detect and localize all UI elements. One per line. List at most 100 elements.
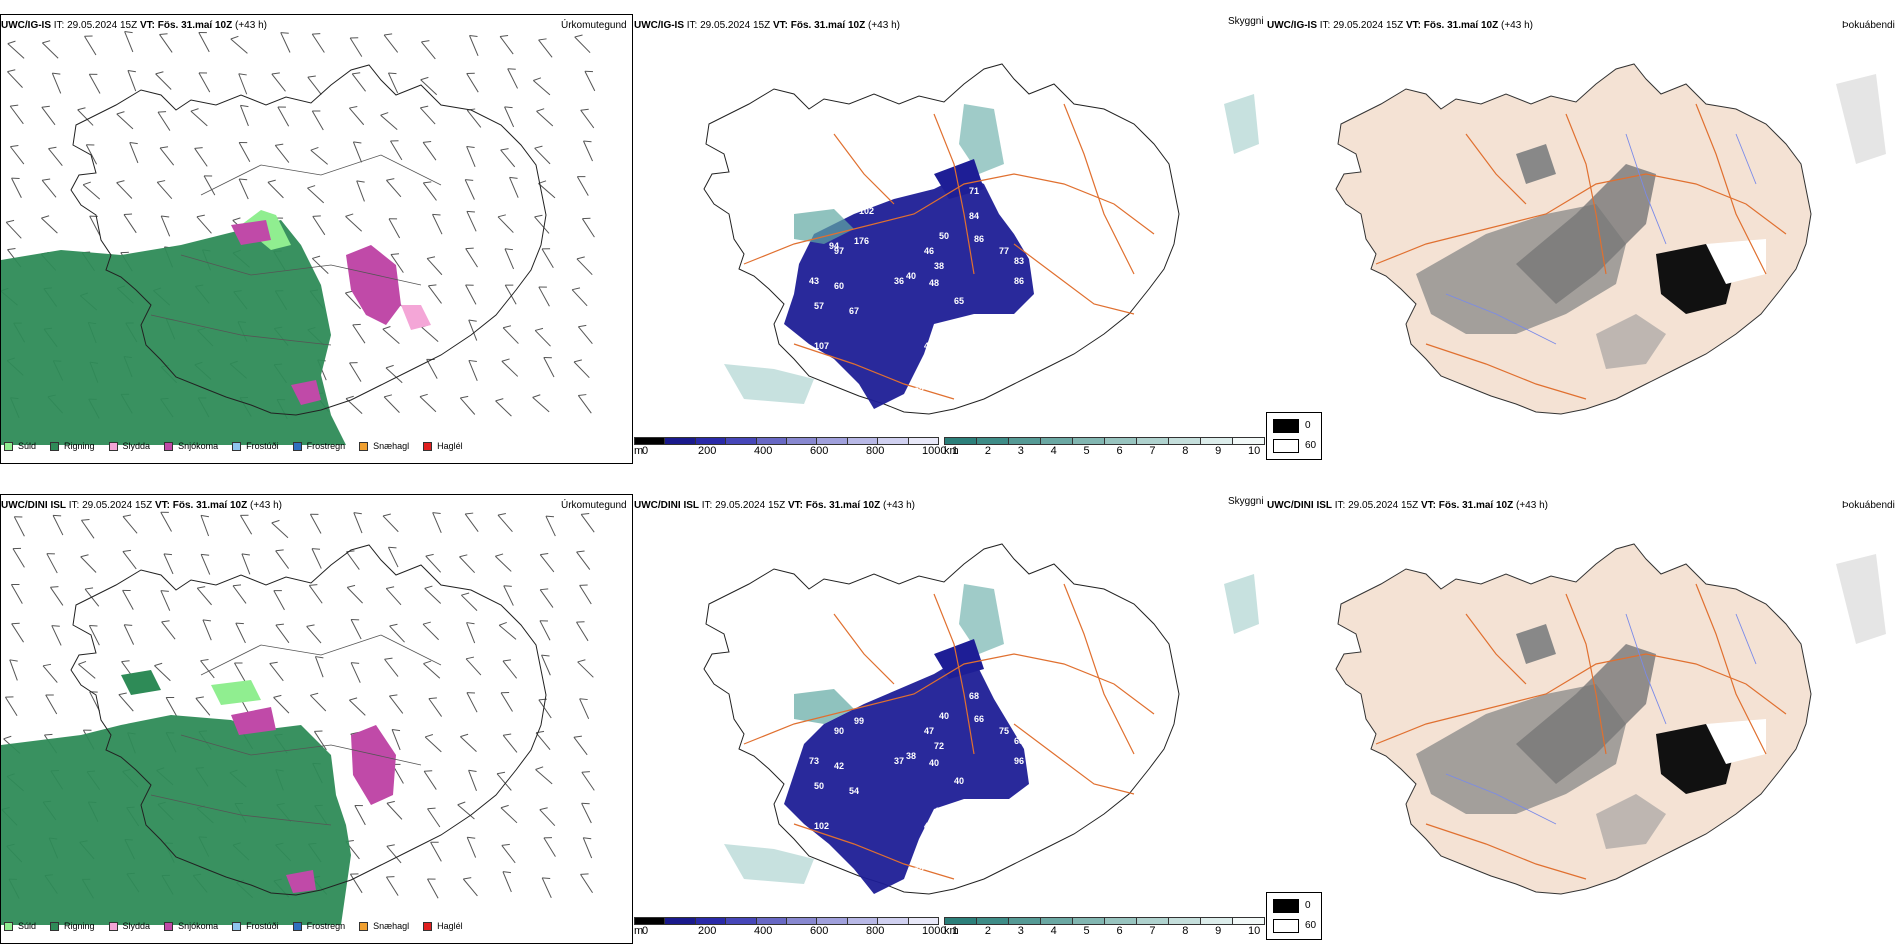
wind-barb [196,214,212,234]
wind-barb [496,771,512,791]
cloudbase-scale-2: m 0 200 400 600 800 1000 [634,917,946,937]
colorbar-unit: km [944,445,959,457]
wind-barb [532,394,550,413]
wind-barb [156,180,173,200]
colorbar-segment [976,437,1009,445]
wind-barb [386,178,402,198]
wind-barb [11,622,24,643]
wind-barb [495,398,512,417]
wind-barb [157,111,171,131]
cloud-base-label: 68 [969,691,979,701]
wind-barb [534,214,550,234]
wind-barb [345,213,363,232]
wind-barb [503,585,514,606]
legend-label: Súld [18,441,37,451]
colorbar-segment [1136,917,1169,925]
colorbar-segment [1200,917,1233,925]
cloud-base-label: 96 [1014,756,1024,766]
fog-label-1: Þokuábendi [1842,20,1895,31]
wind-barb [419,393,437,413]
wind-barb [424,585,442,604]
wind-barb [51,72,62,94]
wind-barb [11,177,22,198]
wind-barb [420,76,438,96]
cloud-base-label: 40 [906,271,916,281]
snow-area [286,870,316,893]
wind-barb [41,178,57,198]
wind-barb [460,733,477,753]
cloud-base-label: 107 [814,341,829,351]
wind-barb [425,553,442,573]
legend-item: Súld [4,921,36,931]
wind-barb [159,33,173,53]
wind-barb [155,71,172,90]
wind-barb [280,32,291,53]
wind-barb [504,284,517,305]
wind-barb [423,660,441,679]
colorbar-segment [907,437,939,445]
wind-barb [123,213,137,234]
colorbar-segment [1008,437,1041,445]
wind-barb [500,148,516,168]
sleet-area [401,305,431,330]
colorbar-tick: 600 [810,925,829,937]
wind-barb [308,584,323,604]
wind-barb [497,214,514,233]
wind-barb [81,519,95,539]
wind-barb [497,513,513,532]
wind-barb [501,358,519,377]
legend-label: Rigning [64,921,95,931]
wx-type-panel-1 [0,14,633,464]
wind-barb [500,692,513,712]
legend-item: Snjókoma [164,921,218,931]
wind-barb [388,218,401,239]
colorbar-segment [1200,437,1233,445]
cloud-base-label: 46 [934,806,944,816]
wind-barb [464,512,479,533]
colorbar-tick: 9 [1215,445,1222,457]
wind-barb [12,547,25,568]
wind-barb [307,185,325,204]
colorbar-segment [1232,917,1265,925]
colorbar-segment [907,917,939,925]
wind-barb [385,364,403,384]
legend-item: Slydda [108,441,150,451]
colorbar-segment [1136,437,1169,445]
colorbar-tick: 200 [698,925,717,937]
roads [743,583,1155,880]
wind-barb [127,69,137,92]
rain-area [121,670,161,695]
colorbar-segment [1072,437,1105,445]
wind-barb [274,143,290,163]
wind-barb [348,106,365,126]
wind-barb [468,359,478,381]
wind-barb [202,619,212,641]
colorbar-tick: 0 [642,925,649,937]
legend-item: Súld [4,441,36,451]
wind-barb [459,395,476,415]
wind-barb [581,802,592,824]
fog-area [1836,74,1886,164]
colorbar-segment [877,917,909,925]
wx-label-2: Úrkomutegund [561,500,627,511]
wind-barb [580,513,595,533]
cloud-base-label: 75 [999,726,1009,736]
wind-barb [116,111,134,130]
cloud-base-label: 72 [934,741,944,751]
wind-barb [469,35,479,56]
fog-legend-label: 60 [1305,440,1317,451]
colorbar-tick: 2 [984,445,991,457]
colorbar-segment [786,917,818,925]
legend-item: Frostúði [232,921,279,931]
wind-barb [580,108,595,129]
fog-label-2: Þokuábendi [1842,500,1895,511]
wind-barb [380,112,398,131]
cloud-base-label: 43 [809,276,819,286]
wind-barb [577,324,593,344]
wind-barb [46,553,58,574]
wind-barb [576,176,589,196]
wind-barb [269,661,284,682]
wind-barb [78,660,96,679]
wind-barb [387,72,399,94]
wind-barb [577,659,594,678]
